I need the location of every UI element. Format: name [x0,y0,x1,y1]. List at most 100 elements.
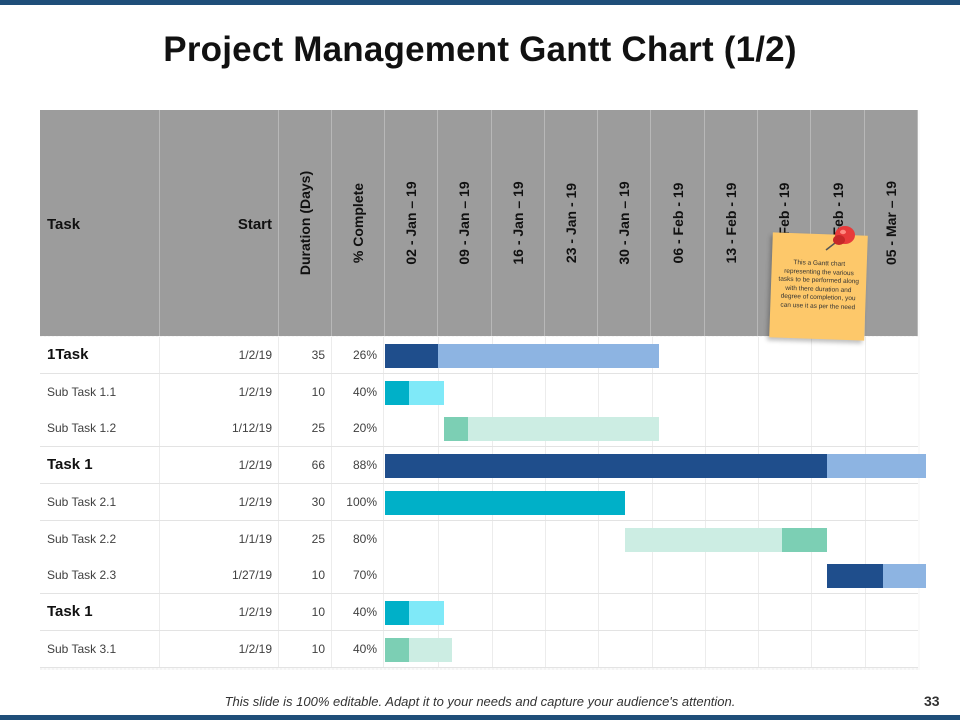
header-week-label: 06 - Feb - 19 [669,182,686,264]
row-duration: 10 [279,373,332,410]
gantt-bar-remaining [624,527,783,552]
timeline-gridline [864,373,866,410]
row-start-date: 1/2/19 [160,630,279,667]
timeline-gridline [491,593,493,630]
timeline-gridline [491,630,493,667]
gantt-row: Sub Task 2.1 1/2/19 30 100% [40,483,918,521]
row-percent-complete: 100% [332,483,384,520]
row-start-date: 1/2/19 [160,447,279,484]
header-week-label: 30 - Jan – 19 [616,181,633,265]
row-duration: 25 [279,520,332,557]
timeline-gridline [598,593,600,630]
timeline-gridline [438,557,440,594]
timeline-gridline [438,410,440,447]
gantt-row: Task 1 1/2/19 66 88% [40,447,926,485]
row-percent-complete: 40% [332,593,384,630]
header-week-label: 16 - Jan – 19 [509,181,526,265]
timeline-gridline [704,630,706,667]
timeline-gridline [438,520,440,557]
timeline-gridline [651,557,653,594]
timeline-gridline [544,593,546,630]
header-complete-cell: % Complete [332,110,385,336]
gantt-bar-remaining [883,564,926,589]
timeline-gridline [811,410,813,447]
header-week-cell: 02 - Jan – 19 [385,110,439,336]
gantt-row: Sub Task 2.3 1/27/19 10 70% [40,557,926,595]
timeline-gridline [544,373,546,410]
timeline-gridline [651,483,653,520]
timeline-gridline [598,557,600,594]
row-duration: 25 [279,410,332,447]
row-start-date: 1/1/19 [160,520,279,557]
timeline-gridline [864,630,866,667]
gantt-bar-remaining [438,344,660,368]
row-duration: 10 [279,557,332,594]
gantt-row: Task 1 1/2/19 10 40% [40,593,918,631]
row-task-name: Sub Task 2.2 [40,520,160,557]
timeline-gridline [598,520,600,557]
gantt-bar-remaining [408,380,444,405]
row-duration: 35 [279,337,332,373]
row-task-name: Sub Task 2.3 [40,557,160,594]
gantt-row: 1Task 1/2/19 35 26% [40,337,918,374]
header-week-cell: 27 - Feb - 19 [811,110,865,336]
header-week-label: 09 - Jan – 19 [456,181,473,265]
gantt-bar-completed [385,454,828,479]
header-week-cell: 05 - Mar – 19 [865,110,918,336]
gantt-header: Task Start Duration (Days) % Complete 02… [40,110,918,336]
header-start-cell: Start [160,110,279,336]
gantt-bar-completed [385,380,409,405]
page-number: 33 [924,693,940,709]
timeline-gridline [704,593,706,630]
timeline-gridline [864,337,866,373]
row-start-date: 1/2/19 [160,373,279,410]
gantt-bar-completed [385,637,409,662]
row-duration: 10 [279,593,332,630]
header-complete-label: % Complete [350,182,366,264]
timeline-gridline [811,483,813,520]
row-task-name: Task 1 [40,447,160,484]
gantt-bar-remaining [467,417,660,442]
timeline-gridline [544,520,546,557]
timeline-gridline [811,337,813,373]
row-duration: 66 [279,447,332,484]
row-start-date: 1/27/19 [160,557,279,594]
header-week-label: 23 - Jan - 19 [563,182,580,264]
row-task-name: Sub Task 3.1 [40,630,160,667]
row-percent-complete: 20% [332,410,384,447]
header-week-cell: 09 - Jan – 19 [438,110,492,336]
timeline-gridline [704,410,706,447]
row-task-name: 1Task [40,337,160,373]
row-percent-complete: 40% [332,630,384,667]
row-start-date: 1/2/19 [160,483,279,520]
row-start-date: 1/2/19 [160,337,279,373]
timeline-gridline [758,373,760,410]
gantt-bar-remaining [408,637,452,662]
row-task-name: Sub Task 1.1 [40,373,160,410]
row-task-name: Sub Task 1.2 [40,410,160,447]
header-week-cell: 20 - Feb - 19 [758,110,812,336]
row-start-date: 1/12/19 [160,410,279,447]
timeline-gridline [864,410,866,447]
row-percent-complete: 40% [332,373,384,410]
gantt-bar-completed [385,344,439,368]
row-duration: 30 [279,483,332,520]
timeline-gridline [864,483,866,520]
row-percent-complete: 80% [332,520,384,557]
push-pin-icon [818,222,858,256]
timeline-gridline [758,483,760,520]
header-week-cell: 13 - Feb - 19 [705,110,759,336]
gantt-chart: Task Start Duration (Days) % Complete 02… [40,110,926,670]
timeline-gridline [811,630,813,667]
header-week-label: 13 - Feb - 19 [722,182,739,264]
timeline-gridline [758,630,760,667]
row-task-name: Sub Task 2.1 [40,483,160,520]
header-duration-cell: Duration (Days) [279,110,332,336]
header-week-cell: 23 - Jan - 19 [545,110,599,336]
gantt-row: Sub Task 1.1 1/2/19 10 40% [40,373,918,411]
top-accent-bar [0,0,960,5]
header-week-cell: 16 - Jan – 19 [492,110,545,336]
timeline-gridline [651,630,653,667]
timeline-gridline [758,593,760,630]
header-start-label: Start [237,216,272,233]
